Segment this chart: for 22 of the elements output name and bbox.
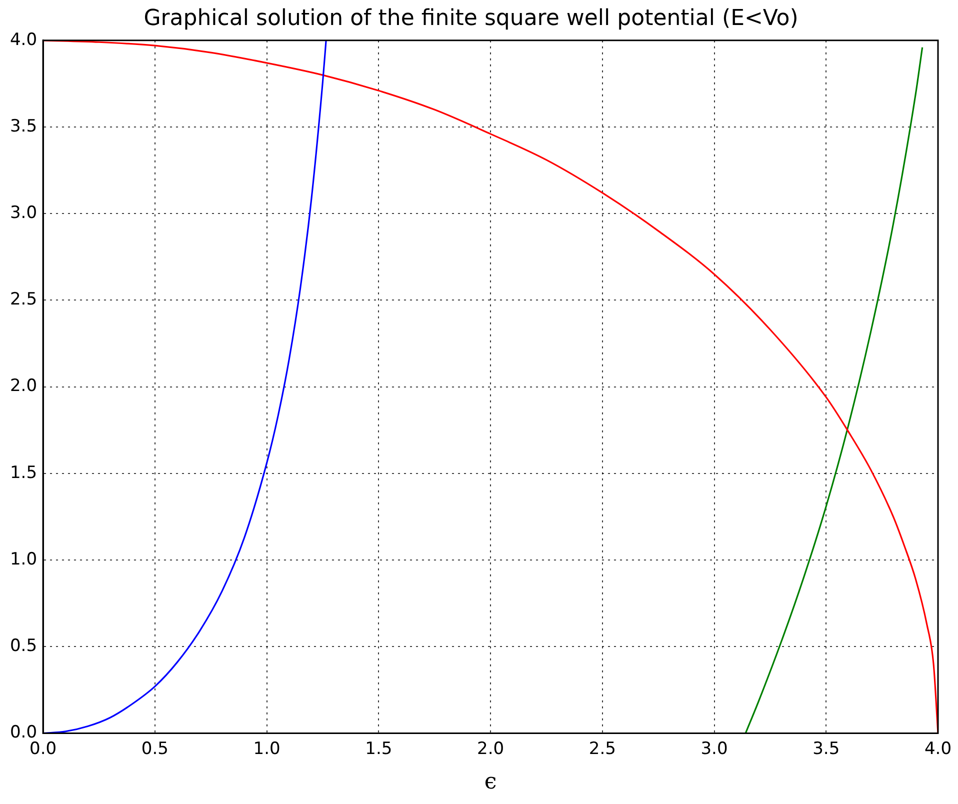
y-tick-label: 0.5 xyxy=(10,636,38,656)
x-tick-label: 1.5 xyxy=(365,738,392,759)
line-series xyxy=(43,40,327,734)
x-tick-label: 1.0 xyxy=(253,738,280,759)
x-tick-label: 3.5 xyxy=(812,738,840,759)
y-tick-label: 2.5 xyxy=(10,290,38,310)
line-series xyxy=(744,46,924,734)
x-tick-label: 0.0 xyxy=(30,738,57,759)
y-tick-label: 3.0 xyxy=(10,203,38,224)
x-tick-label: 0.5 xyxy=(141,738,168,759)
y-tick-label: 2.0 xyxy=(10,376,38,396)
y-tick-label: 4.0 xyxy=(10,30,38,50)
x-tick-label: 2.5 xyxy=(588,738,616,759)
x-tick-label: 4.0 xyxy=(924,738,952,759)
chart-title: Graphical solution of the finite square well potential (E<Vo) xyxy=(144,6,798,31)
x-tick-label: 3.0 xyxy=(700,738,728,759)
y-tick-label: 3.5 xyxy=(10,116,38,136)
line-series xyxy=(43,40,938,734)
x-tick-label: 2.0 xyxy=(476,738,504,759)
x-axis-title: ϵ xyxy=(484,770,497,795)
y-tick-label: 1.0 xyxy=(10,549,38,570)
y-tick-label: 1.5 xyxy=(10,462,38,483)
